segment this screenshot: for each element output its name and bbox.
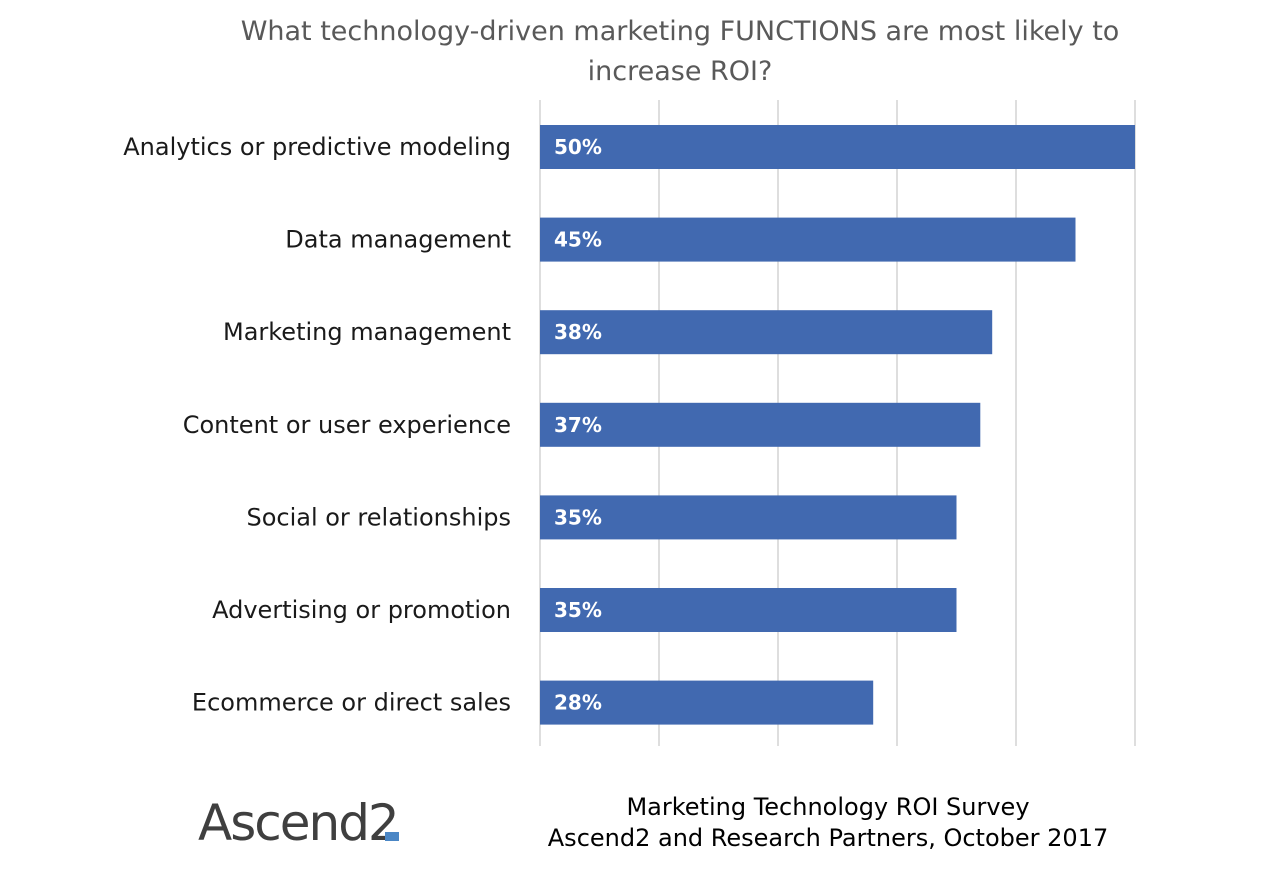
bar-data-label: 45%	[554, 228, 602, 252]
bar-data-label: 28%	[554, 691, 602, 715]
category-label: Advertising or promotion	[212, 596, 511, 624]
bar	[540, 125, 1135, 169]
logo-accent-mark	[385, 832, 399, 841]
category-label: Data management	[285, 226, 511, 254]
source-line-1: Marketing Technology ROI Survey	[626, 793, 1029, 821]
bar-data-label: 35%	[554, 505, 602, 529]
logo-wordmark: Ascend2	[198, 794, 398, 852]
bar	[540, 588, 957, 632]
chart-title-line-1: What technology-driven marketing FUNCTIO…	[241, 16, 1120, 47]
category-label: Social or relationships	[246, 503, 511, 531]
chart-title-line-2: increase ROI?	[588, 56, 773, 87]
category-label: Ecommerce or direct sales	[192, 689, 511, 717]
ascend2-logo: Ascend2	[198, 794, 400, 852]
bar	[540, 310, 993, 355]
category-label: Marketing management	[223, 318, 511, 346]
bar	[540, 217, 1076, 262]
bar	[540, 680, 874, 725]
bar	[540, 402, 981, 447]
bar	[540, 495, 957, 540]
bar-data-label: 38%	[554, 320, 602, 344]
bar-data-label: 35%	[554, 598, 602, 622]
bar-data-label: 50%	[554, 135, 602, 159]
category-label: Content or user experience	[183, 411, 511, 439]
category-label: Analytics or predictive modeling	[123, 133, 511, 161]
bar-data-label: 37%	[554, 413, 602, 437]
bars: Analytics or predictive modeling 50% Data …	[123, 125, 1135, 725]
source-line-2: Ascend2 and Research Partners, October 2…	[548, 824, 1108, 852]
